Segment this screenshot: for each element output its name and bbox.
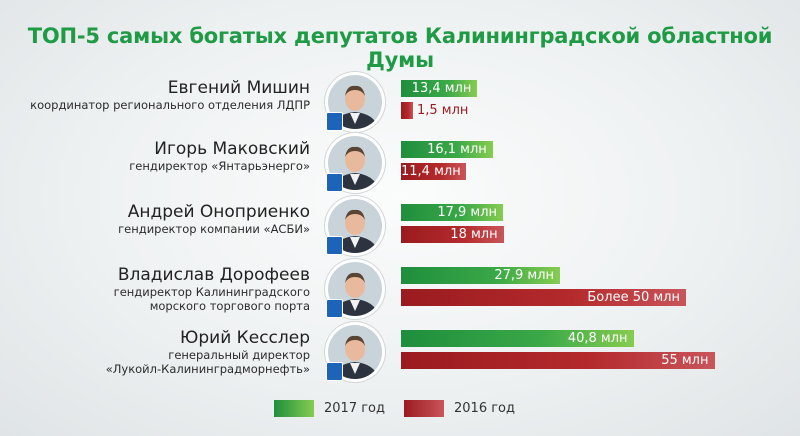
legend: 2017 год 2016 год xyxy=(0,400,800,418)
deputy-position: генеральный директор xyxy=(168,348,310,362)
deputy-row: Андрей Оноприенко гендиректор компании «А… xyxy=(0,196,800,260)
deputy-name: Юрий Кесслер xyxy=(180,328,310,348)
united-russia-logo-icon xyxy=(326,173,343,192)
deputy-name: Игорь Маковский xyxy=(154,139,310,159)
bar-2016: Более 50 млн xyxy=(401,289,686,306)
deputy-row: Юрий Кесслер генеральный директор «Лукойл-… xyxy=(0,322,800,386)
deputy-position: гендиректор Калининградского xyxy=(113,285,310,299)
bar-2016: 55 млн xyxy=(401,352,715,369)
deputy-info: Владислав Дорофеев гендиректор Калинингра… xyxy=(0,265,310,313)
legend-label-2017: 2017 год xyxy=(324,401,385,416)
bar-2016: 1,5 млн xyxy=(401,102,468,119)
deputy-name: Андрей Оноприенко xyxy=(127,202,310,222)
deputy-row: Евгений Мишин координатор регионального о… xyxy=(0,72,800,136)
deputy-name: Евгений Мишин xyxy=(167,78,310,98)
chart-title: ТОП-5 самых богатых депутатов Калинингра… xyxy=(27,24,773,72)
bar-2016: 11,4 млн xyxy=(401,163,466,180)
bar-2017: 17,9 млн xyxy=(401,204,504,221)
united-russia-logo-icon xyxy=(326,362,343,381)
deputy-info: Юрий Кесслер генеральный директор «Лукойл-… xyxy=(0,328,310,376)
bar-2017: 40,8 млн xyxy=(401,330,634,347)
deputy-position: «Лукойл-Калининградморнефть» xyxy=(105,362,310,376)
deputy-row: Игорь Маковский гендиректор «Янтарьэнерго… xyxy=(0,133,800,197)
portrait-icon xyxy=(328,75,382,129)
legend-swatch-2016 xyxy=(404,400,444,417)
bar-2017: 13,4 млн xyxy=(401,80,478,97)
bar-2017: 16,1 млн xyxy=(401,141,493,158)
bar-2017: 27,9 млн xyxy=(401,267,561,284)
united-russia-logo-icon xyxy=(326,236,343,255)
deputy-position: координатор регионального отделения ЛДПР xyxy=(30,98,310,112)
legend-swatch-2017 xyxy=(274,400,314,417)
deputy-name: Владислав Дорофеев xyxy=(117,265,310,285)
deputy-info: Игорь Маковский гендиректор «Янтарьэнерго… xyxy=(0,139,310,173)
deputy-position: гендиректор компании «АСБИ» xyxy=(118,222,310,236)
deputy-info: Андрей Оноприенко гендиректор компании «А… xyxy=(0,202,310,236)
united-russia-logo-icon xyxy=(326,299,343,318)
legend-label-2016: 2016 год xyxy=(454,401,515,416)
ldpr-logo-icon xyxy=(326,112,343,131)
deputy-position: гендиректор «Янтарьэнерго» xyxy=(129,159,310,173)
deputy-position: морского торгового порта xyxy=(149,299,310,313)
bar-2016: 18 млн xyxy=(401,226,504,243)
deputy-row: Владислав Дорофеев гендиректор Калинингра… xyxy=(0,259,800,323)
deputy-info: Евгений Мишин координатор регионального о… xyxy=(0,78,310,112)
